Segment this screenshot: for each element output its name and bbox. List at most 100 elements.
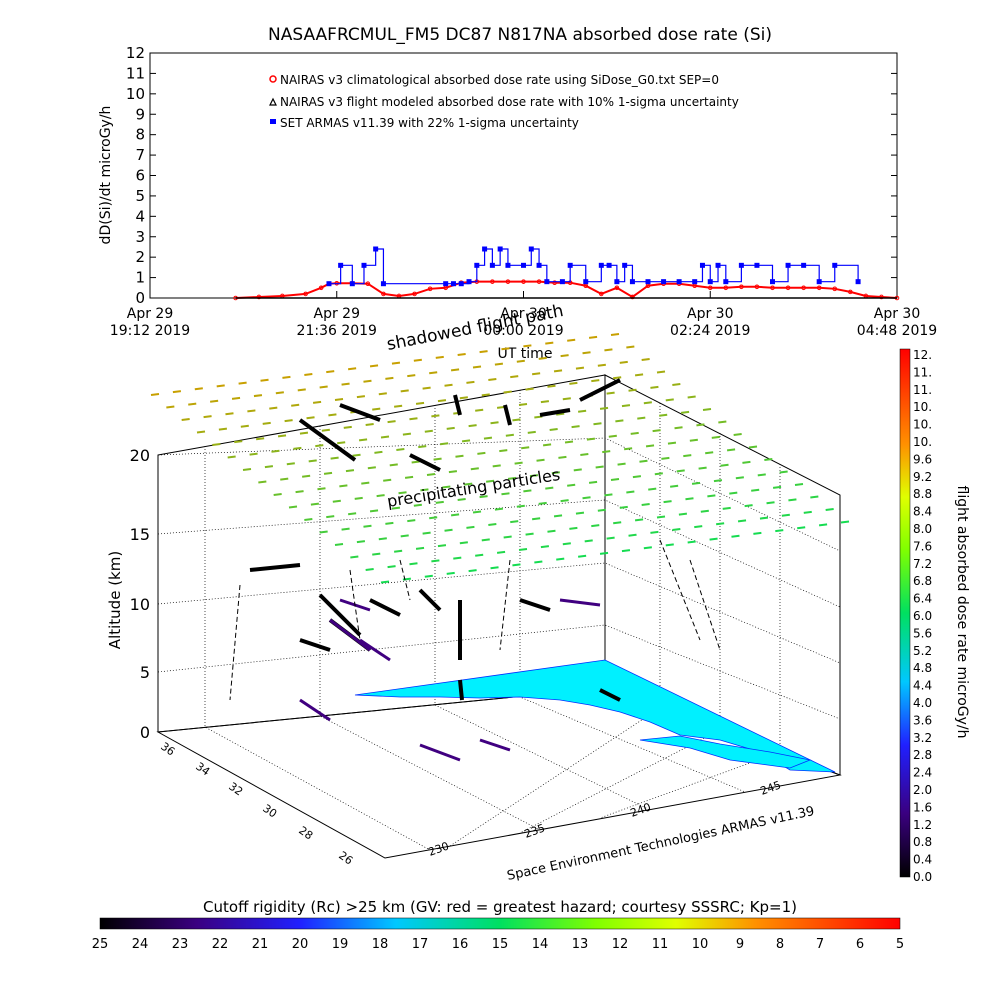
particle-mark: [429, 516, 438, 520]
particle-mark: [461, 439, 471, 443]
data-point-set-armas: [559, 279, 565, 285]
particle-mark: [369, 364, 379, 368]
particle-mark: [448, 470, 458, 474]
data-point-nairas-climatological: [739, 284, 744, 290]
particle-mark: [361, 481, 370, 485]
particle-mark: [718, 420, 727, 424]
particle-mark: [545, 341, 554, 345]
particle-mark: [705, 451, 714, 455]
data-point-set-armas: [661, 279, 667, 285]
particle-mark: [567, 338, 576, 342]
dose-colorbar-tick-label: 8.8: [913, 487, 932, 501]
flight-track-dose-segment: [299, 698, 331, 722]
particle-mark: [634, 518, 644, 522]
particle-mark: [194, 387, 203, 391]
particle-mark: [542, 443, 552, 447]
data-point-set-armas: [583, 279, 589, 285]
x-tick-label-time: 21:36 2019: [297, 323, 377, 339]
particle-mark: [503, 390, 512, 394]
data-point-nairas-climatological: [785, 285, 791, 291]
particle-mark: [269, 406, 278, 410]
particle-mark: [742, 460, 751, 464]
particle-mark: [619, 505, 628, 509]
particle-mark: [253, 394, 263, 398]
flight-track-segment: [369, 598, 401, 617]
particle-mark: [591, 379, 600, 383]
particle-mark: [457, 353, 466, 356]
particle-mark: [547, 384, 556, 388]
dose-colorbar-tick-label: 4.0: [913, 696, 932, 710]
altitude-axis-label: Altitude (km): [106, 551, 124, 649]
cutoff-bar-tick-label: 20: [292, 937, 309, 952]
flight-track-dose-segment: [479, 738, 511, 752]
particle-mark: [523, 489, 532, 493]
particle-mark: [372, 552, 381, 556]
data-point-set-armas: [832, 262, 838, 268]
particle-mark: [234, 440, 243, 444]
shadow-track-segment: [399, 559, 411, 601]
particle-mark: [588, 480, 598, 484]
data-point-set-armas: [528, 246, 534, 252]
particle-mark: [479, 495, 488, 499]
cutoff-bar-tick-label: 17: [412, 937, 429, 952]
y-tick-label: 9: [135, 105, 145, 123]
flight-track-segment: [418, 588, 442, 612]
cutoff-bar-tick-label: 6: [856, 937, 864, 952]
particle-mark: [788, 498, 797, 502]
particle-mark: [578, 409, 587, 413]
particle-mark: [556, 557, 565, 561]
particle-mark: [312, 400, 322, 404]
particle-mark: [685, 497, 694, 501]
particle-mark: [582, 496, 591, 500]
data-point-set-armas: [816, 279, 822, 285]
particle-mark: [238, 381, 247, 385]
particle-mark: [663, 500, 672, 504]
particle-mark: [621, 404, 631, 408]
data-point-set-armas: [361, 262, 367, 268]
particle-mark: [413, 358, 422, 362]
particle-mark: [810, 495, 819, 499]
particle-mark: [639, 459, 648, 463]
cutoff-bar-tick-label: 7: [816, 937, 824, 952]
particle-mark: [678, 512, 688, 516]
particle-mark: [258, 480, 267, 484]
particle-mark: [345, 469, 355, 473]
legend-marker-nairas-climatological: [269, 75, 277, 83]
dose-colorbar-label: flight absorbed dose rate microGy/h: [954, 486, 970, 739]
particle-mark: [341, 382, 350, 386]
particle-mark: [540, 400, 550, 404]
particle-mark: [591, 524, 600, 528]
particle-mark: [529, 474, 539, 478]
particle-mark: [575, 511, 585, 515]
dose-colorbar-tick-label: 6.4: [913, 592, 932, 606]
data-point-set-armas: [489, 262, 495, 268]
particle-mark: [534, 560, 543, 564]
data-point-nairas-climatological: [816, 285, 822, 291]
particle-mark: [394, 404, 403, 408]
dose-colorbar-tick-label: 3.2: [913, 731, 932, 745]
x-tick-label-date: Apr 29: [314, 306, 360, 322]
particle-mark: [453, 556, 462, 560]
particle-mark: [490, 566, 499, 570]
particle-mark: [310, 502, 320, 506]
particle-mark: [779, 470, 788, 474]
particle-mark: [652, 429, 661, 433]
legend-entry-set-armas: SET ARMAS v11.39 with 22% 1-sigma uncert…: [280, 116, 579, 130]
particle-mark: [606, 391, 615, 395]
particle-mark: [429, 371, 438, 375]
particle-mark: [479, 350, 488, 354]
cutoff-bar-gradient: [99, 917, 901, 930]
particle-mark: [442, 485, 451, 489]
y-tick-label: 10: [126, 85, 145, 103]
particle-mark: [181, 418, 190, 421]
particle-mark: [711, 435, 720, 439]
cutoff-rigidity-map-coast: [639, 735, 812, 769]
particle-mark: [288, 505, 298, 509]
particle-mark: [319, 385, 328, 389]
particle-mark: [334, 398, 344, 401]
y-tick-label: 5: [135, 187, 145, 205]
particle-mark: [483, 436, 493, 440]
dose-colorbar-tick-label: 9.2: [913, 470, 932, 484]
y-axis-label: dD(Si)/dt microGy/h: [98, 106, 114, 245]
